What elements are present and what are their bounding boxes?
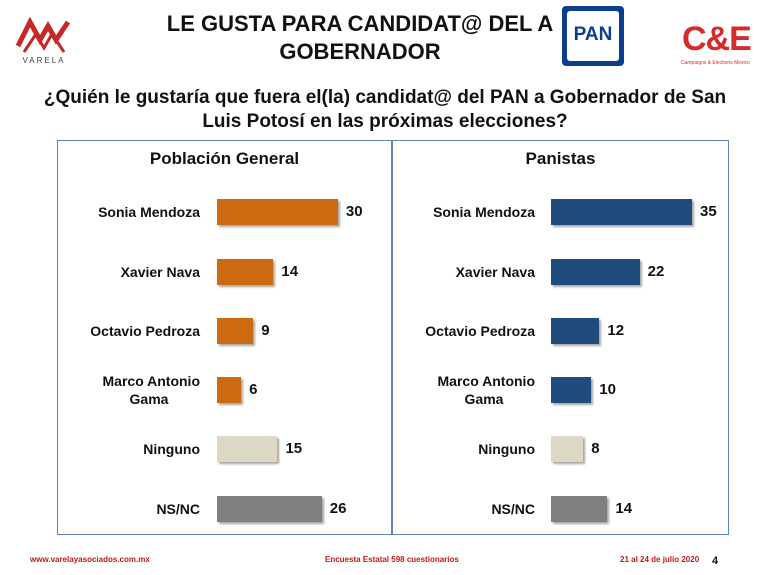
footer-dates: 21 al 24 de julio 2020 <box>620 555 700 564</box>
bar <box>551 318 600 344</box>
category-label: Marco Antonio Gama <box>437 373 535 407</box>
footer-website: www.varelayasociados.com.mx <box>30 555 150 564</box>
slide-title: LE GUSTA PARA CANDIDAT@ DEL A GOBERNADOR <box>166 11 554 64</box>
data-label: 22 <box>647 263 665 280</box>
category-label: Sonia Mendoza <box>98 204 200 220</box>
category-label: NS/NC <box>491 501 535 517</box>
data-label: 12 <box>607 322 625 339</box>
pan-logo: PAN <box>562 6 624 66</box>
bar <box>551 496 608 522</box>
chart-title-poblacion-general: Población General <box>149 149 300 168</box>
data-label: 15 <box>285 440 303 457</box>
category-label: Ninguno <box>478 441 535 457</box>
bar <box>217 377 242 403</box>
data-label: 35 <box>700 203 717 220</box>
data-label: 14 <box>281 263 299 280</box>
category-label: NS/NC <box>156 501 200 517</box>
data-label: 10 <box>599 381 616 398</box>
bar <box>217 259 274 285</box>
data-label: 6 <box>249 381 258 398</box>
data-label: 8 <box>591 440 600 457</box>
category-label: Xavier Nava <box>120 264 200 280</box>
page-number: 4 <box>712 555 719 567</box>
pan-logo-text: PAN <box>573 24 613 45</box>
bar <box>217 496 322 522</box>
bar <box>551 436 584 462</box>
bar <box>217 199 338 225</box>
category-label: Ninguno <box>143 441 200 457</box>
category-label: Marco Antonio Gama <box>102 373 200 407</box>
ce-logo-subtitle: Campaigns & Elections Mexico <box>681 60 750 66</box>
ce-logo: C&E <box>682 20 752 58</box>
bar <box>551 259 640 285</box>
bar <box>551 199 693 225</box>
footer-survey: Encuesta Estatal 598 cuestionarios <box>325 555 459 564</box>
varela-logo <box>15 16 71 53</box>
chart-poblacion-general: Población General Sonia Mendoza 30 Xavier … <box>57 140 392 535</box>
varela-logo-text: VARELA <box>22 56 66 65</box>
data-label: 30 <box>345 203 363 220</box>
bar <box>217 436 278 462</box>
category-label: Octavio Pedroza <box>425 323 535 339</box>
category-label: Octavio Pedroza <box>90 323 200 339</box>
data-label: 26 <box>329 500 347 517</box>
bar <box>551 377 592 403</box>
survey-question: ¿Quién le gustaría que fuera el(la) cand… <box>43 87 727 132</box>
category-label: Sonia Mendoza <box>433 204 535 220</box>
data-label: 14 <box>615 500 633 517</box>
chart-panistas: Panistas Sonia Mendoza 35 Xavier Nava 22 Oct… <box>392 140 729 535</box>
data-label: 9 <box>261 322 270 339</box>
category-label: Xavier Nava <box>455 264 535 280</box>
chart-title-panistas: Panistas <box>525 149 596 168</box>
bar <box>217 318 254 344</box>
